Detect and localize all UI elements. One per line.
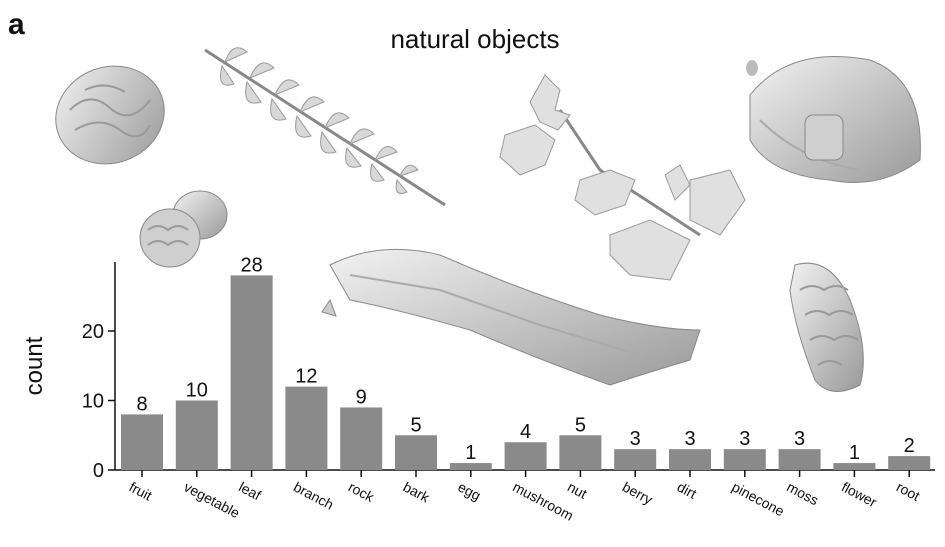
data-label-branch: 12 [295,366,317,388]
data-label-nut: 5 [575,414,586,436]
bar-moss [778,449,821,470]
x-tick-label-root: root [894,479,923,505]
y-axis-label: count [21,336,48,395]
walnut-icon [55,65,165,165]
holly-branch-icon [499,74,746,281]
data-label-root: 2 [904,435,915,457]
data-label-mushroom: 4 [520,421,531,443]
bar-flower [833,463,876,470]
data-label-flower: 1 [849,442,860,464]
bar-bark [395,435,437,470]
fern-leaf-icon [204,47,446,207]
x-tick-label-pinecone: pinecone [729,479,787,520]
chart-title: natural objects [390,24,560,54]
bar-rock [340,407,383,470]
mushroom-icon [746,56,921,183]
data-label-pinecone: 3 [739,428,750,450]
data-label-leaf: 28 [240,254,262,276]
data-label-moss: 3 [794,428,805,450]
bar-egg [449,463,492,470]
data-label-fruit: 8 [136,393,147,415]
panel-label: a [8,8,25,41]
x-tick-label-nut: nut [565,479,590,502]
bar-leaf [230,275,273,470]
y-tick-label-0: 0 [93,460,104,482]
acorn-icon [139,190,228,268]
pinecone-icon [789,262,864,392]
bar-branch [285,386,328,470]
x-tick-label-moss: moss [784,479,821,509]
x-tick-label-fruit: fruit [127,479,155,504]
branch-icon [321,248,701,386]
x-tick-label-branch: branch [291,479,336,513]
bar-dirt [669,449,711,470]
data-label-rock: 9 [356,386,367,408]
x-tick-label-egg: egg [455,479,483,504]
bar-pinecone [723,449,766,470]
bar-root [888,456,931,470]
data-label-bark: 5 [410,414,421,436]
data-label-dirt: 3 [684,428,695,450]
data-label-berry: 3 [630,428,641,450]
bar-berry [614,449,657,470]
x-tick-label-berry: berry [620,479,656,508]
x-tick-label-flower: flower [839,479,880,511]
data-label-egg: 1 [465,442,476,464]
x-tick-label-dirt: dirt [675,479,700,502]
data-label-vegetable: 10 [186,380,208,402]
y-tick-label-10: 10 [82,391,104,413]
bar-nut [559,435,602,470]
bar-mushroom [504,442,547,470]
bar-vegetable [175,400,218,470]
x-tick-label-leaf: leaf [236,479,264,504]
x-tick-label-mushroom: mushroom [510,479,576,524]
y-tick-label-20: 20 [82,321,104,343]
y-ticks-group: 0 10 20 [82,321,115,482]
x-tick-label-vegetable: vegetable [181,479,242,522]
x-tick-label-rock: rock [346,479,378,506]
bar-fruit [121,414,163,470]
x-tick-label-bark: bark [401,479,433,506]
